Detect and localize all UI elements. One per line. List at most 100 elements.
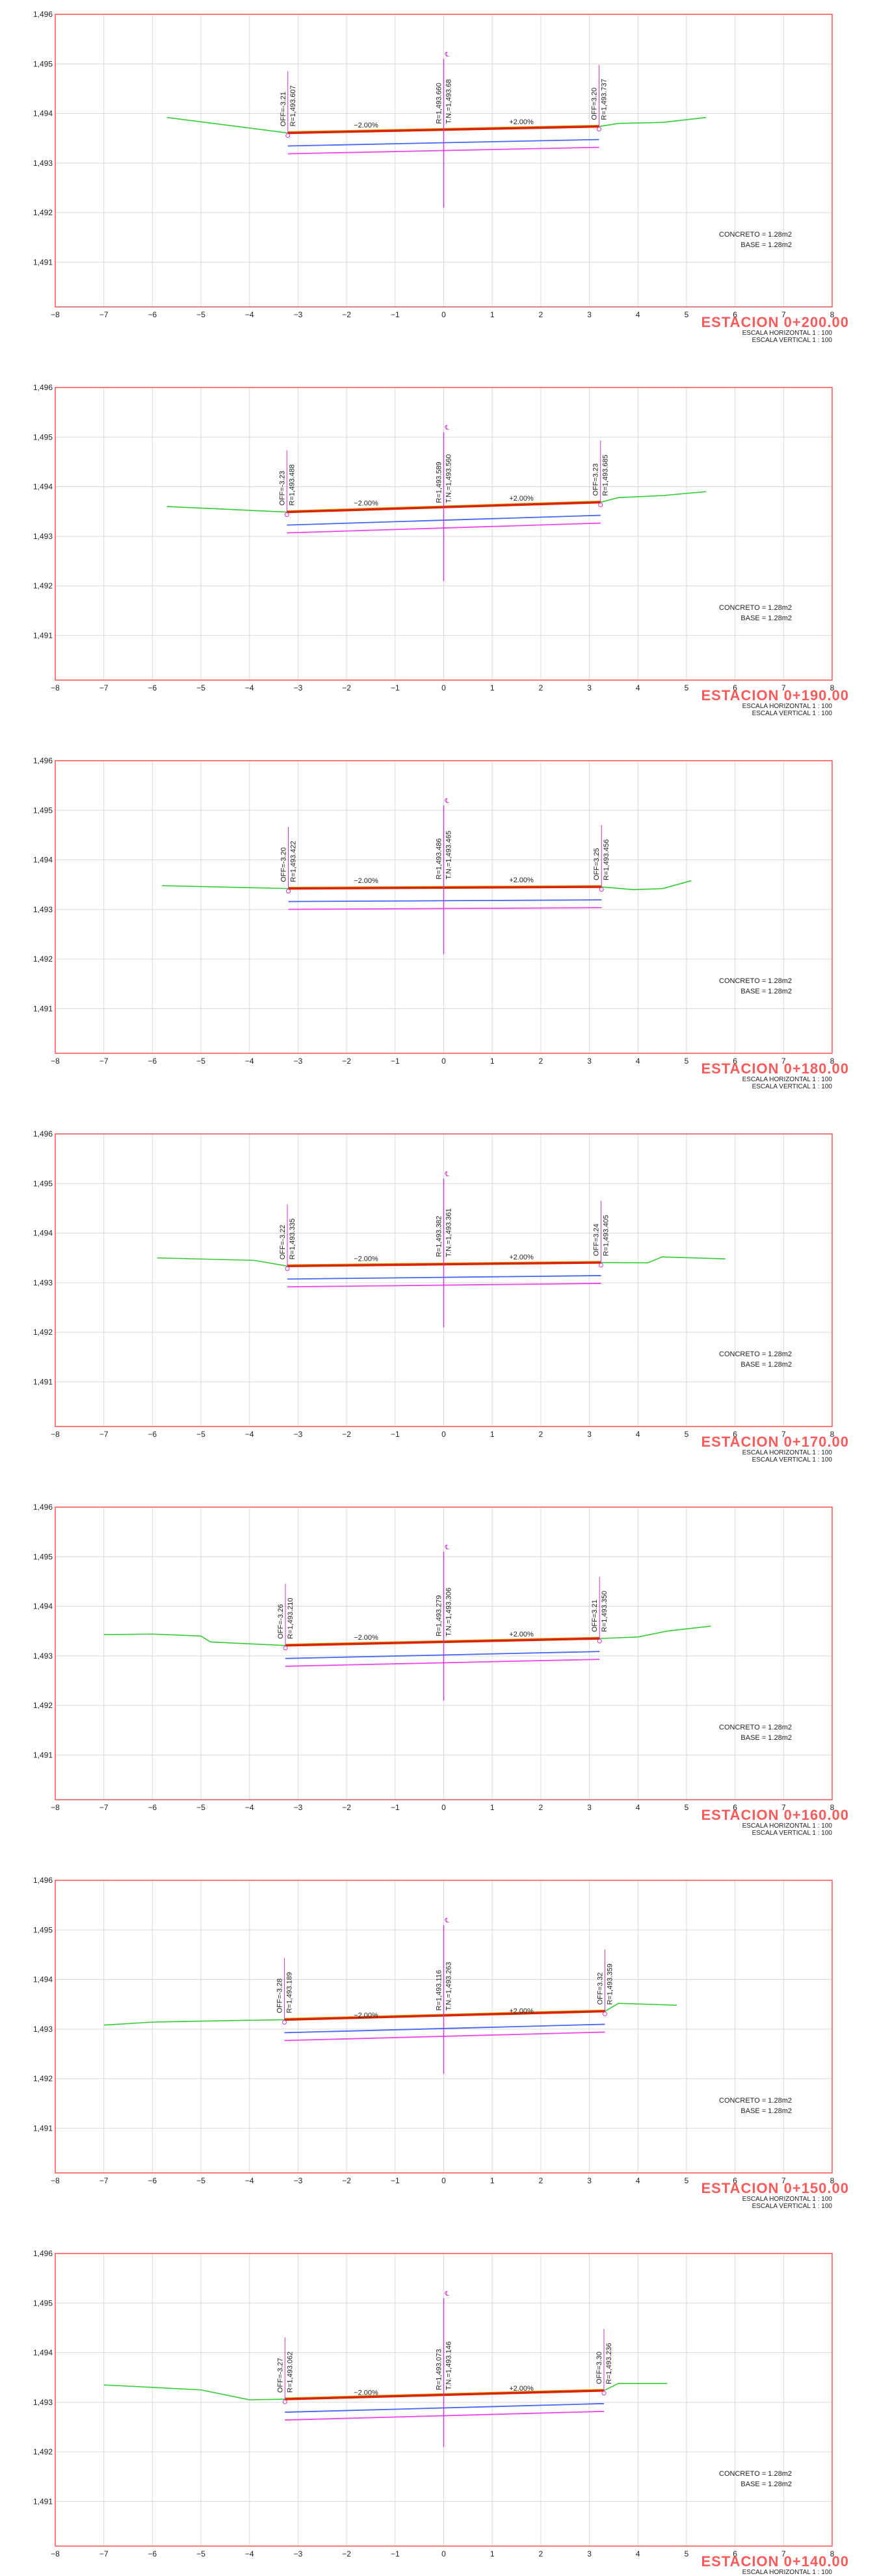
station-title: ESTACION 0+180.00	[701, 1060, 849, 1077]
x-tick-label: 7	[781, 310, 786, 319]
centerline-symbol-icon: ℄	[445, 1171, 450, 1178]
x-tick-label: 8	[830, 683, 835, 692]
x-tick-label: −8	[51, 1430, 60, 1439]
section-frame	[55, 387, 833, 681]
x-tick-label: 0	[441, 683, 446, 692]
x-tick-label: −7	[99, 2549, 109, 2558]
left-edge-point	[285, 1266, 290, 1271]
subgrade-line	[287, 1275, 601, 1280]
base-quantity: BASE = 1.28m2	[740, 1734, 792, 1742]
x-tick-label: 4	[636, 310, 640, 319]
left-grade-label: −2.00%	[354, 1255, 378, 1263]
x-tick-label: −1	[391, 683, 400, 692]
left-offset-label: OFF=-3.22	[279, 1225, 287, 1260]
station-title: ESTACION 0+190.00	[701, 687, 849, 703]
y-tick-label: 1,496	[33, 2249, 53, 2258]
right-elevation-label: R=1,493.456	[603, 839, 610, 880]
x-tick-label: −2	[342, 2549, 351, 2558]
right-offset-label: OFF=3.25	[593, 848, 601, 880]
pavement-top-line	[285, 2389, 604, 2399]
right-elevation-label: R=1,493.737	[601, 79, 609, 120]
left-edge-point	[282, 2399, 287, 2404]
right-grade-label: +2.00%	[509, 495, 534, 503]
x-tick-label: −3	[294, 683, 303, 692]
vertical-scale-label: ESCALA VERTICAL 1 : 100	[752, 1456, 833, 1464]
y-tick-label: 1,494	[33, 1229, 53, 1238]
base-line	[287, 1283, 601, 1288]
right-edge-point	[598, 503, 603, 508]
x-tick-label: 4	[636, 1430, 640, 1439]
x-tick-label: −4	[245, 2549, 254, 2558]
y-tick-label: 1,493	[33, 1651, 53, 1661]
cross-section-0: 1,491 1,492 1,493 1,494 1,495 1,496 −8 −7 −6 −5 −4…	[33, 10, 848, 344]
pavement-top-line	[285, 1636, 600, 1645]
x-tick-label: −5	[196, 310, 205, 319]
x-tick-label: −5	[196, 1057, 205, 1066]
pavement-top-line	[288, 885, 602, 888]
x-tick-label: 2	[539, 1803, 543, 1812]
x-tick-label: −4	[245, 1430, 254, 1439]
x-tick-label: 5	[685, 1430, 689, 1439]
center-elevation-label: R=1,493.116	[436, 1970, 443, 2011]
x-tick-label: 1	[490, 2549, 495, 2558]
right-edge-point	[598, 1263, 603, 1268]
x-tick-label: −2	[342, 1057, 351, 1066]
subgrade-line	[288, 899, 602, 902]
x-tick-label: 2	[539, 1430, 543, 1439]
x-tick-label: 5	[685, 2176, 689, 2185]
y-tick-label: 1,491	[33, 257, 53, 267]
x-tick-label: 6	[733, 2176, 737, 2185]
x-tick-label: 2	[539, 2549, 543, 2558]
x-tick-label: −8	[51, 1803, 60, 1812]
x-tick-label: −3	[294, 2176, 303, 2185]
x-tick-label: −4	[245, 1803, 254, 1812]
left-elevation-label: R=1,493.189	[286, 1972, 294, 2013]
y-tick-label: 1,492	[33, 1328, 53, 1337]
x-tick-label: 8	[830, 1057, 835, 1066]
right-offset-label: OFF=3.30	[596, 2352, 603, 2384]
pavement-surface-line	[285, 1637, 600, 1647]
left-offset-label: OFF=-3.20	[280, 847, 288, 882]
y-tick-label: 1,495	[33, 1552, 53, 1561]
pavement-surface-line	[284, 2010, 605, 2021]
x-tick-label: −1	[391, 2549, 400, 2558]
right-edge-point	[597, 127, 601, 132]
center-elevation-label: R=1,493.660	[436, 83, 443, 124]
y-tick-label: 1,496	[33, 10, 53, 19]
y-tick-label: 1,495	[33, 1179, 53, 1188]
x-tick-label: 5	[685, 310, 689, 319]
horizontal-scale-label: ESCALA HORIZONTAL 1 : 100	[742, 703, 833, 710]
right-elevation-label: R=1,493.359	[606, 1964, 614, 2004]
x-tick-label: 7	[781, 683, 786, 692]
x-tick-label: −5	[196, 2549, 205, 2558]
y-tick-label: 1,492	[33, 2074, 53, 2083]
x-tick-label: −8	[51, 683, 60, 692]
y-tick-label: 1,496	[33, 1876, 53, 1885]
x-tick-label: −8	[51, 1057, 60, 1066]
section-frame	[55, 2253, 833, 2547]
y-tick-label: 1,496	[33, 1129, 53, 1138]
right-edge-point	[597, 1638, 602, 1644]
y-tick-label: 1,492	[33, 208, 53, 217]
centerline-symbol-icon: ℄	[445, 1917, 450, 1925]
cross-section-4: 1,491 1,492 1,493 1,494 1,495 1,496 −8 −7 −6 −5 −4…	[33, 1503, 848, 1837]
left-elevation-label: R=1,493.062	[286, 2352, 294, 2393]
x-tick-label: −1	[391, 1430, 400, 1439]
x-tick-label: 2	[539, 2176, 543, 2185]
y-tick-label: 1,493	[33, 532, 53, 541]
right-edge-point	[599, 887, 604, 892]
x-tick-label: −8	[51, 2549, 60, 2558]
y-tick-label: 1,495	[33, 806, 53, 815]
x-tick-label: −4	[245, 683, 254, 692]
left-elevation-label: R=1,493.422	[290, 841, 298, 882]
x-tick-label: −1	[391, 1803, 400, 1812]
concreto-quantity: CONCRETO = 1.28m2	[719, 1350, 792, 1358]
left-offset-label: OFF=-3.28	[276, 1978, 284, 2014]
x-tick-label: −7	[99, 310, 109, 319]
y-tick-label: 1,495	[33, 1925, 53, 1934]
x-tick-label: 3	[587, 2549, 592, 2558]
x-tick-label: 4	[636, 683, 640, 692]
x-tick-label: −6	[148, 683, 157, 692]
x-tick-label: 7	[781, 2176, 786, 2185]
center-elevation-label: R=1,493.073	[436, 2349, 443, 2390]
